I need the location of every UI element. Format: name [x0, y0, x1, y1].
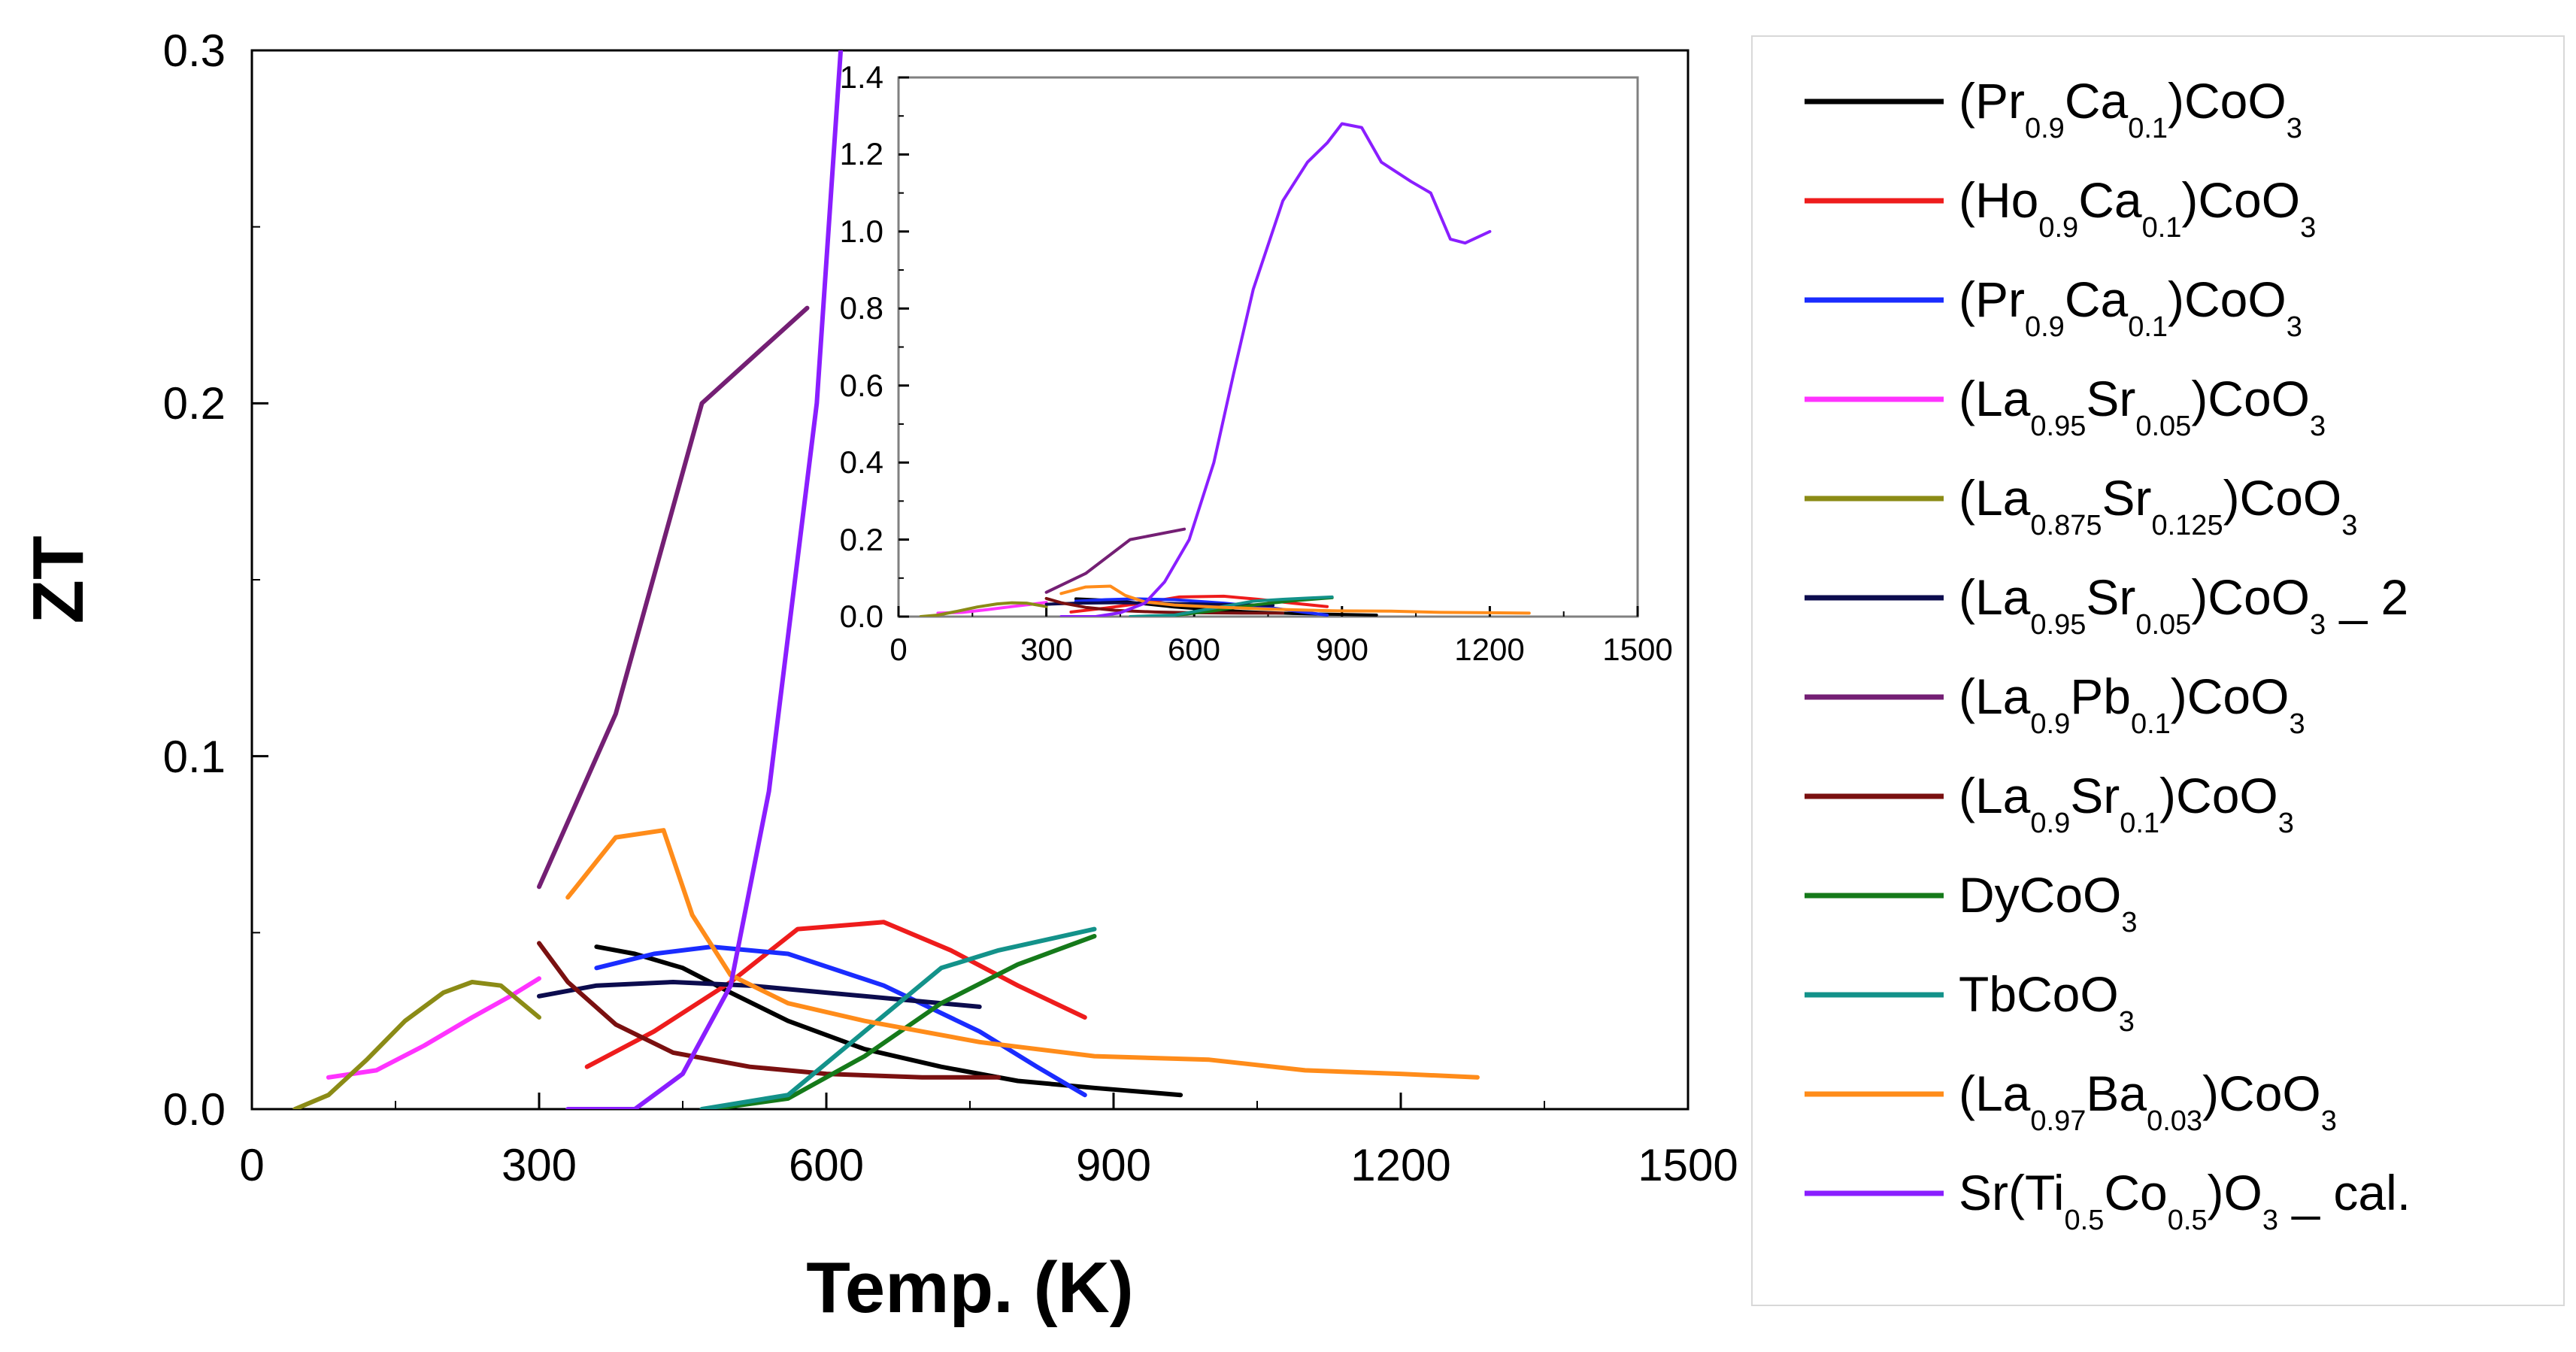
inset-series-lines [919, 122, 1531, 617]
inset-y-tick-label: 0.8 [840, 290, 883, 326]
legend-label: TbCoO3 [1959, 966, 2135, 1038]
legend-label: (La0.95Sr0.05)CoO3 _ 2 [1959, 569, 2408, 641]
legend-label: (Pr0.9Ca0.1)CoO3 [1959, 271, 2302, 343]
x-tick-label: 300 [502, 1140, 577, 1190]
main-plot: 0 300 600 900 1200 1500 0.0 0.1 0.2 0.3 … [18, 26, 1738, 1328]
x-tick-label: 900 [1076, 1140, 1151, 1190]
main-series-line-3 [594, 944, 1087, 1098]
y-tick-label: 0.2 [163, 378, 226, 429]
main-series-line-4 [326, 976, 541, 1080]
inset-y-tick-label: 1.4 [840, 59, 883, 95]
y-axis-title: ZT [18, 535, 98, 623]
inset-y-tick-label: 0.2 [840, 522, 883, 557]
inset-x-tick-label: 1500 [1602, 632, 1672, 667]
inset-y-tick-label: 0.4 [840, 444, 883, 480]
legend-label: (La0.875Sr0.125)CoO3 [1959, 470, 2357, 541]
inset-series-line-7 [1044, 527, 1186, 594]
inset-y-tick-label: 1.0 [840, 214, 883, 249]
inset-x-tick-label: 600 [1168, 632, 1220, 667]
legend-item: (La0.97Ba0.03)CoO3 [1805, 1066, 2337, 1137]
main-series-line-2 [584, 920, 1087, 1069]
inset-plot-frame [897, 76, 1639, 618]
x-tick-label: 1200 [1350, 1140, 1450, 1190]
legend-entries: (Pr0.9Ca0.1)CoO3 (Ho0.9Ca0.1)CoO3 (Pr0.9Ca… [1805, 73, 2411, 1236]
inset-x-tick-label: 300 [1020, 632, 1073, 667]
legend-label: (Pr0.9Ca0.1)CoO3 [1959, 73, 2302, 144]
main-series-line-12 [565, 50, 844, 1109]
main-series-line-5 [292, 980, 541, 1109]
legend-item: (Pr0.9Ca0.1)CoO3 [1805, 73, 2302, 144]
x-tick-label: 1500 [1638, 1140, 1738, 1190]
legend-item: (La0.875Sr0.125)CoO3 [1805, 470, 2357, 541]
legend-item: Sr(Ti0.5Co0.5)O3 _ cal. [1805, 1165, 2411, 1236]
main-series-line-11 [565, 828, 1480, 1080]
legend-label: (La0.9Pb0.1)CoO3 [1959, 668, 2305, 740]
x-tick-label: 0 [239, 1140, 264, 1190]
x-tick-label: 600 [789, 1140, 864, 1190]
legend-item: (Pr0.9Ca0.1)CoO3 [1805, 271, 2302, 343]
y-tick-label: 0.0 [163, 1084, 226, 1135]
legend-item: (La0.95Sr0.05)CoO3 [1805, 371, 2326, 442]
legend-label: Sr(Ti0.5Co0.5)O3 _ cal. [1959, 1165, 2411, 1236]
inset-series-line-11 [1059, 584, 1531, 615]
inset-x-tick-label: 0 [889, 632, 907, 667]
inset-series-line-8 [1044, 596, 1285, 615]
main-series-line-6 [537, 980, 982, 1009]
legend-item: (La0.9Sr0.1)CoO3 [1805, 768, 2294, 839]
main-series-line-1 [594, 944, 1183, 1098]
inset-plot: 0 300 600 900 1200 1500 0.0 0.2 0.4 0.6 … [840, 59, 1673, 667]
inset-series-line-5 [919, 601, 1048, 617]
main-ticks [250, 49, 1690, 1111]
inset-y-tick-label: 1.2 [840, 136, 883, 171]
y-tick-label: 0.3 [163, 26, 226, 76]
legend-item: DyCoO3 [1805, 867, 2138, 938]
legend-item: (Ho0.9Ca0.1)CoO3 [1805, 172, 2316, 244]
legend-label: (La0.97Ba0.03)CoO3 [1959, 1066, 2337, 1137]
inset-y-tick-label: 0.0 [840, 599, 883, 634]
inset-x-tick-label: 900 [1316, 632, 1368, 667]
legend-label: (La0.95Sr0.05)CoO3 [1959, 371, 2326, 442]
main-series-line-7 [537, 305, 810, 890]
main-series-line-8 [537, 941, 1002, 1080]
inset-series-line-12 [1059, 122, 1492, 617]
main-series-line-10 [699, 926, 1097, 1109]
legend-label: (La0.9Sr0.1)CoO3 [1959, 768, 2294, 839]
inset-x-tick-label: 1200 [1454, 632, 1524, 667]
legend-item: TbCoO3 [1805, 966, 2135, 1038]
legend-label: (Ho0.9Ca0.1)CoO3 [1959, 172, 2316, 244]
legend: (Pr0.9Ca0.1)CoO3 (Ho0.9Ca0.1)CoO3 (Pr0.9Ca… [1751, 35, 2565, 1306]
legend-item: (La0.9Pb0.1)CoO3 [1805, 668, 2305, 740]
legend-item: (La0.95Sr0.05)CoO3 _ 2 [1805, 569, 2408, 641]
inset-y-tick-label: 0.6 [840, 368, 883, 403]
y-tick-label: 0.1 [163, 732, 226, 782]
x-axis-title: Temp. (K) [806, 1247, 1134, 1328]
main-series-lines [292, 50, 1480, 1109]
inset-series-line-10 [1129, 595, 1334, 617]
legend-label: DyCoO3 [1959, 867, 2138, 938]
